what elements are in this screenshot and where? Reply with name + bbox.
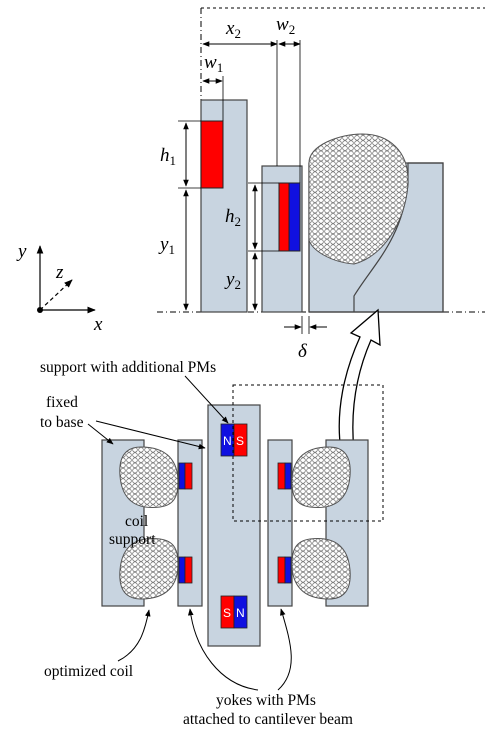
support-pm	[200, 120, 224, 189]
h2-label: h2	[225, 206, 241, 229]
w1-label: w1	[204, 52, 223, 75]
left-coil-upper	[119, 446, 179, 509]
h1-label: h1	[160, 145, 176, 168]
z-axis-arrow	[39, 279, 73, 311]
optimized-coil-label: optimized coil	[44, 663, 133, 680]
detail-view: x2 w2 w1 h1 y1 h2 y2 δ	[157, 7, 485, 362]
central-pm-bottom-n	[233, 595, 248, 629]
z-axis-label: z	[55, 262, 64, 283]
fixed-label-line1: fixed	[46, 394, 78, 411]
coil-support-label-line2: support	[109, 531, 156, 548]
w2-label: w2	[276, 14, 295, 37]
support-pms-leader	[184, 375, 229, 424]
optimized-coil-detail	[308, 133, 409, 265]
yokes-leader-left	[187, 608, 259, 691]
left-coil-lower	[119, 537, 179, 600]
central-pm-top-s-label: S	[236, 434, 244, 448]
right-yoke-pm-top-blue	[284, 462, 292, 490]
yokes-label-line1: yokes with PMs	[216, 692, 316, 709]
left-yoke-pm-top-blue	[178, 462, 186, 490]
y1-label: y1	[158, 234, 175, 257]
support-block	[200, 99, 248, 313]
right-coil-upper	[291, 446, 351, 509]
support-pms-label: support with additional PMs	[40, 359, 216, 376]
central-pm-top-n-label: N	[223, 434, 232, 448]
central-pm-bottom-n-label: N	[236, 606, 245, 620]
left-yoke-pm-bottom-red	[184, 556, 193, 584]
y2-label: y2	[224, 269, 241, 292]
central-pm-top-s	[233, 423, 248, 457]
detail-zoom-box	[232, 384, 384, 522]
yokes-label-line2: attached to cantilever beam	[183, 711, 353, 728]
y-axis-label: y	[16, 241, 27, 262]
x-axis-label: x	[93, 314, 103, 335]
right-yoke-pm-bottom-red	[277, 556, 286, 584]
right-coil-lower	[291, 537, 351, 600]
left-yoke-pm-bottom-blue	[178, 556, 186, 584]
coordinate-axes: y x z	[16, 241, 103, 335]
central-pm-bottom-s-label: S	[223, 606, 231, 620]
yoke-pm-red	[278, 182, 290, 252]
coil-support-label-line1: coil	[125, 513, 148, 530]
delta-label: δ	[298, 341, 308, 362]
yokes-leader-right	[277, 608, 292, 691]
right-yoke-pm-bottom-blue	[284, 556, 292, 584]
yoke-pm-blue	[288, 182, 301, 252]
x2-label: x2	[225, 18, 241, 41]
annotations: support with additional PMs fixed to bas…	[40, 359, 353, 728]
zoom-arrow	[338, 308, 381, 452]
assembly-view: N S S N	[101, 384, 384, 647]
fixed-leader-right	[95, 420, 206, 450]
fixed-label-line2: to base	[40, 414, 84, 431]
left-yoke-pm-top-red	[184, 462, 193, 490]
fixed-leader-left	[87, 423, 114, 445]
right-yoke-pm-top-red	[277, 462, 286, 490]
optimized-coil-leader	[117, 609, 151, 662]
